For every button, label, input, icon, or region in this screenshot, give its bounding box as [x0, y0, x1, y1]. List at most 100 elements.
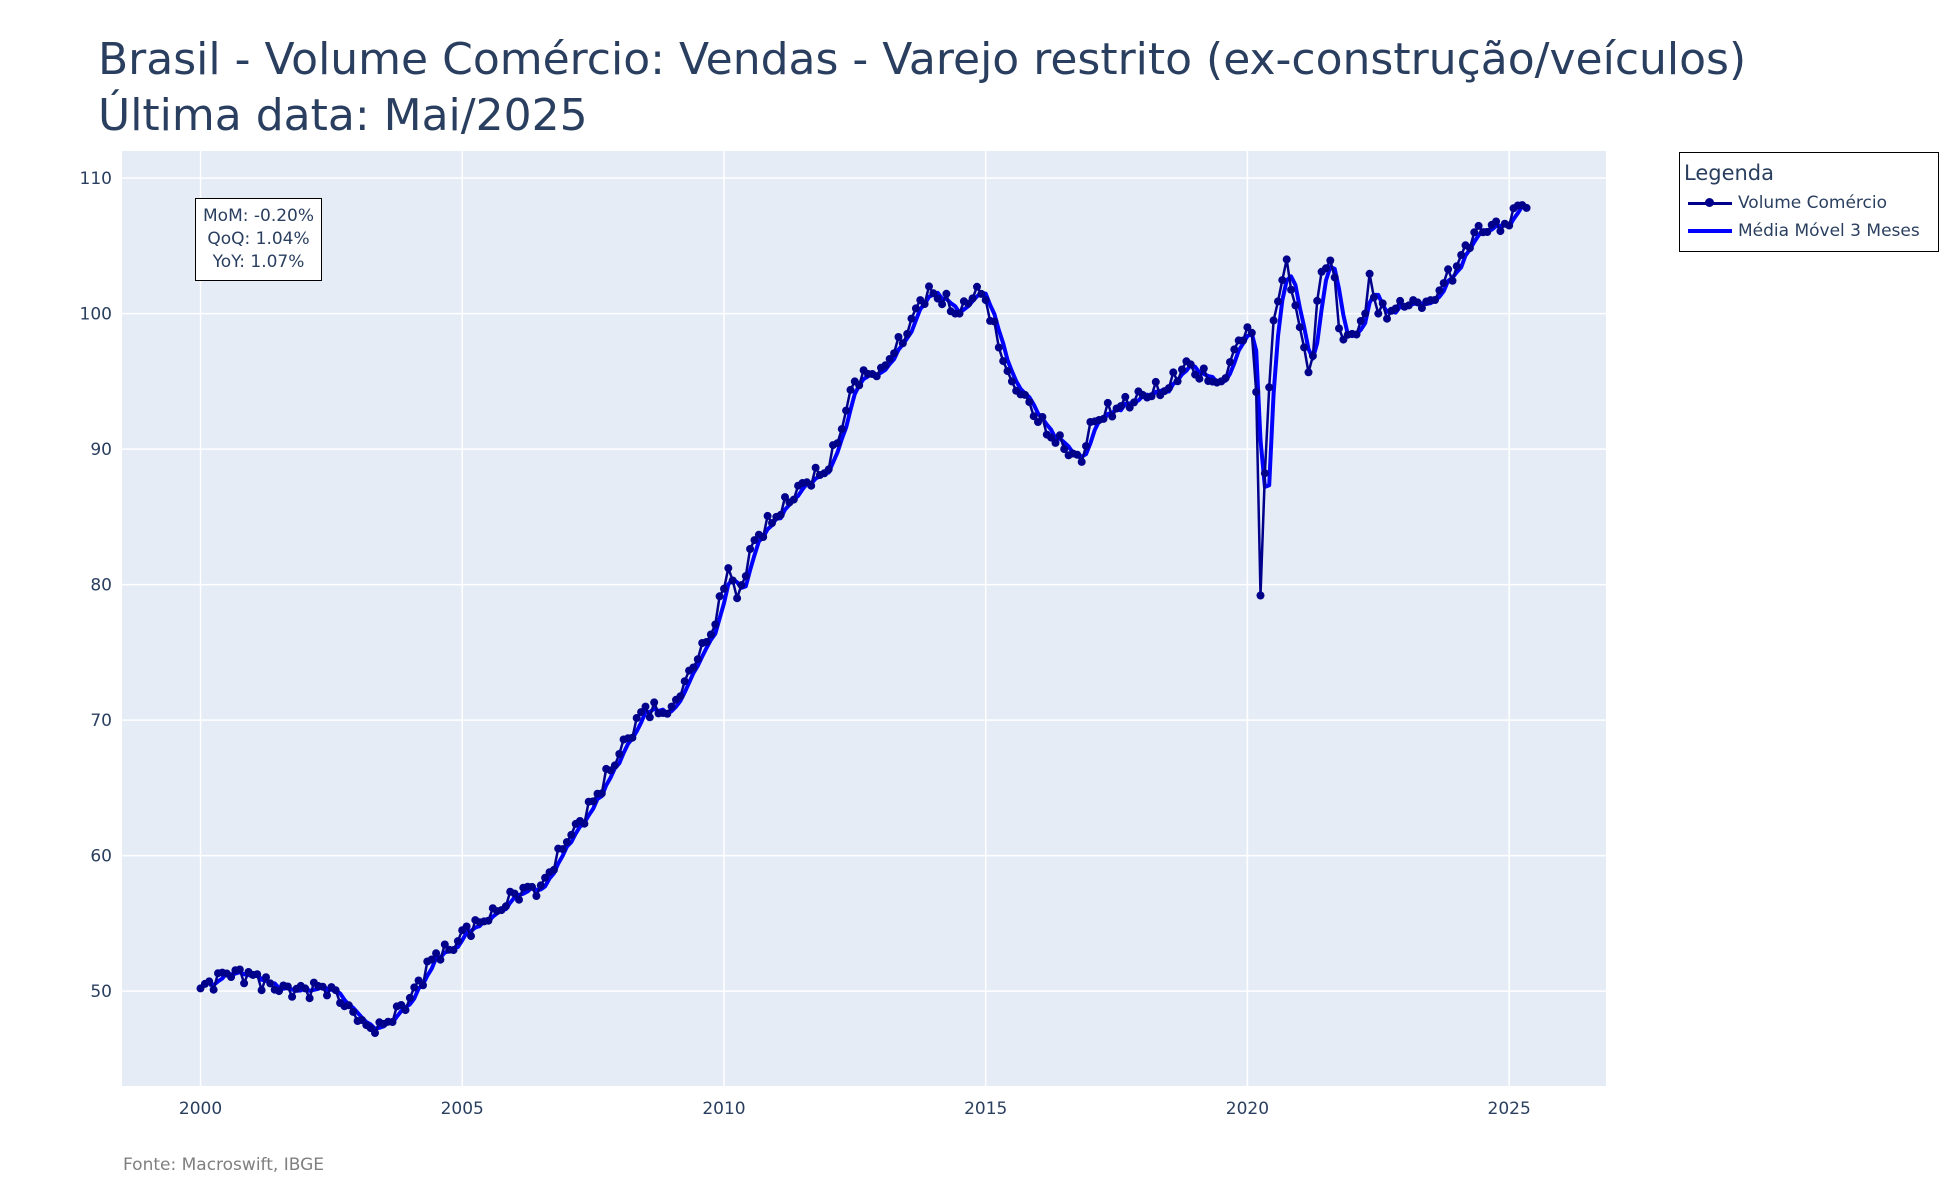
volume-point	[549, 865, 558, 874]
volume-point	[1108, 412, 1117, 421]
plot-area	[122, 151, 1606, 1086]
legend[interactable]: Legenda Volume Comércio Média Móvel 3 Me…	[1679, 152, 1939, 252]
volume-point	[227, 973, 236, 981]
volume-point	[1130, 398, 1138, 407]
legend-item-ma3[interactable]: Média Móvel 3 Meses	[1688, 221, 1920, 241]
volume-point	[981, 296, 990, 305]
volume-point	[903, 329, 912, 338]
volume-point	[1007, 377, 1016, 386]
volume-point	[1417, 304, 1426, 312]
volume-point	[427, 955, 436, 964]
volume-point	[1374, 309, 1383, 318]
legend-title: Legenda	[1684, 161, 1775, 185]
volume-point	[462, 922, 471, 931]
volume-point	[1147, 392, 1156, 401]
volume-point	[1404, 301, 1413, 310]
mom-label: MoM: -0.20%	[203, 206, 315, 226]
volume-point	[1121, 392, 1130, 401]
volume-point	[484, 916, 493, 925]
volume-point	[1077, 457, 1086, 466]
volume-point	[257, 986, 266, 995]
volume-point	[781, 493, 789, 502]
volume-point	[1300, 343, 1309, 352]
volume-point	[405, 993, 414, 1002]
volume-point	[1391, 304, 1400, 313]
volume-point	[789, 495, 798, 504]
volume-point	[724, 564, 733, 573]
x-tick-label: 2020	[1226, 1099, 1269, 1119]
volume-point	[872, 372, 881, 381]
volume-point	[689, 663, 698, 672]
volume-point	[1278, 276, 1287, 285]
volume-point	[663, 709, 672, 718]
x-axis: 2000 2005 2010 2015 2020 2025	[179, 1099, 1531, 1119]
volume-point	[1178, 365, 1186, 374]
volume-point	[977, 289, 986, 298]
volume-point	[811, 463, 820, 472]
volume-point	[667, 702, 676, 711]
volume-point	[528, 882, 536, 891]
volume-point	[911, 304, 920, 313]
volume-point	[283, 982, 292, 991]
volume-point	[349, 1007, 358, 1016]
legend-swatch-volume	[1688, 197, 1732, 209]
x-tick-label: 2000	[179, 1099, 222, 1119]
volume-point	[1221, 374, 1230, 383]
y-tick-label: 60	[90, 847, 112, 867]
volume-point	[1457, 251, 1466, 259]
volume-point	[1439, 279, 1448, 288]
volume-point	[536, 881, 545, 890]
y-tick-label: 110	[80, 169, 112, 189]
volume-point	[994, 343, 1003, 352]
legend-label-ma3: Média Móvel 3 Meses	[1738, 221, 1920, 241]
volume-point	[711, 620, 720, 629]
volume-point	[1308, 351, 1317, 360]
volume-point	[881, 361, 890, 370]
volume-point	[580, 819, 589, 828]
volume-point	[1356, 317, 1365, 325]
volume-point	[1151, 377, 1160, 386]
volume-point	[240, 979, 249, 988]
volume-point	[680, 677, 689, 686]
volume-point	[733, 594, 742, 603]
volume-point	[990, 317, 999, 326]
volume-point	[645, 713, 654, 722]
volume-point	[855, 381, 864, 390]
volume-point	[1195, 374, 1204, 383]
volume-point	[1369, 293, 1378, 302]
volume-point	[1483, 228, 1492, 236]
volume-point	[1055, 431, 1064, 440]
volume-point	[894, 333, 903, 341]
volume-point	[301, 984, 310, 993]
y-tick-label: 50	[90, 982, 112, 1002]
volume-point	[728, 576, 737, 585]
chart-svg: 2000 2005 2010 2015 2020 2025 50 60 70 80 90 100 11…	[80, 151, 1606, 1119]
volume-point	[1496, 227, 1505, 236]
volume-point	[1256, 591, 1265, 600]
volume-point	[942, 289, 951, 298]
volume-point	[929, 289, 938, 298]
volume-point	[1025, 398, 1034, 406]
qoq-label: QoQ: 1.04%	[207, 229, 310, 249]
volume-point	[344, 1001, 353, 1010]
chart-title-line2: Última data: Mai/2025	[98, 90, 588, 141]
volume-point	[1361, 309, 1370, 318]
volume-point	[628, 733, 637, 742]
volume-point	[637, 708, 646, 717]
volume-point	[715, 592, 724, 601]
y-tick-label: 90	[90, 440, 112, 460]
volume-point	[650, 698, 659, 707]
volume-point	[1452, 262, 1461, 271]
volume-point	[371, 1029, 379, 1037]
stats-annotation: MoM: -0.20% QoQ: 1.04% YoY: 1.07%	[195, 198, 323, 281]
volume-point	[1164, 384, 1173, 393]
volume-point	[907, 314, 916, 323]
volume-point	[693, 655, 702, 664]
volume-point	[288, 992, 297, 1001]
volume-point	[510, 889, 519, 898]
yoy-label: YoY: 1.07%	[212, 252, 305, 272]
volume-point	[1186, 360, 1195, 369]
legend-item-volume[interactable]: Volume Comércio	[1688, 193, 1887, 213]
volume-point	[589, 797, 598, 806]
volume-point	[1365, 269, 1374, 278]
